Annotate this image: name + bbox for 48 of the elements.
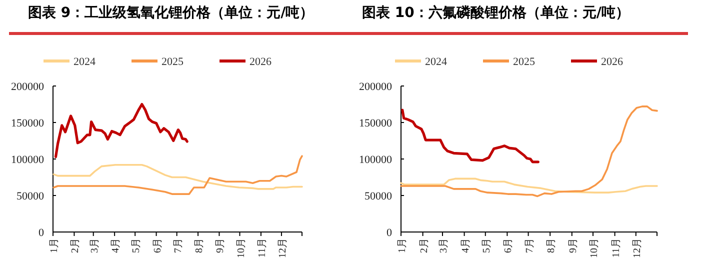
x-tick-label: 11月: [256, 238, 268, 258]
line-series: [52, 155, 303, 195]
y-tick-label: 0: [386, 227, 392, 239]
x-tick-label: 1月: [49, 238, 60, 253]
line-series: [54, 102, 188, 158]
line-series: [400, 178, 658, 194]
chart-title: 图表 10：六氟磷酸锂价格（单位：元/吨）: [362, 4, 630, 21]
x-tick-label: 3月: [438, 238, 450, 253]
line-series: [400, 106, 658, 198]
legend-label: 2025: [513, 56, 536, 68]
y-tick-label: 200000: [359, 81, 392, 93]
x-tick-label: 10月: [236, 238, 247, 258]
x-tick-label: 9月: [215, 238, 226, 253]
x-tick-label: 7月: [524, 238, 536, 253]
legend-label: 2024: [74, 56, 96, 68]
legend-label: 2025: [162, 56, 184, 68]
y-tick-label: 100000: [359, 154, 392, 166]
legend-label: 2026: [250, 56, 272, 68]
x-tick-label: 5月: [481, 238, 492, 253]
legend-label: 2026: [601, 56, 624, 68]
x-tick-label: 4月: [460, 238, 472, 253]
line-series: [401, 108, 540, 164]
x-tick-label: 8月: [194, 238, 206, 253]
y-tick-label: 50000: [16, 190, 44, 202]
x-tick-label: 1月: [397, 238, 408, 253]
x-tick-label: 6月: [503, 238, 514, 253]
x-tick-label: 2月: [418, 238, 430, 253]
y-tick-label: 200000: [11, 81, 44, 93]
chart-title: 图表 9：工业级氢氧化锂价格（单位：元/吨）: [28, 5, 314, 21]
x-tick-label: 5月: [131, 238, 142, 253]
y-tick-label: 100000: [11, 154, 44, 166]
y-tick-label: 50000: [364, 190, 392, 202]
x-tick-label: 6月: [152, 238, 164, 253]
legend-label: 2024: [425, 56, 448, 68]
y-tick-label: 0: [38, 227, 44, 239]
x-tick-label: 11月: [610, 238, 622, 258]
y-tick-label: 150000: [359, 118, 392, 130]
x-tick-label: 12月: [277, 238, 288, 258]
x-tick-label: 2月: [70, 238, 82, 253]
x-tick-label: 4月: [110, 238, 122, 253]
x-tick-label: 3月: [89, 238, 100, 253]
x-tick-label: 10月: [589, 238, 600, 258]
x-tick-label: 7月: [172, 238, 184, 253]
x-tick-label: 12月: [632, 238, 643, 258]
x-tick-label: 9月: [568, 238, 579, 253]
x-tick-label: 8月: [546, 238, 558, 253]
y-tick-label: 150000: [11, 118, 44, 130]
line-series: [52, 164, 303, 190]
